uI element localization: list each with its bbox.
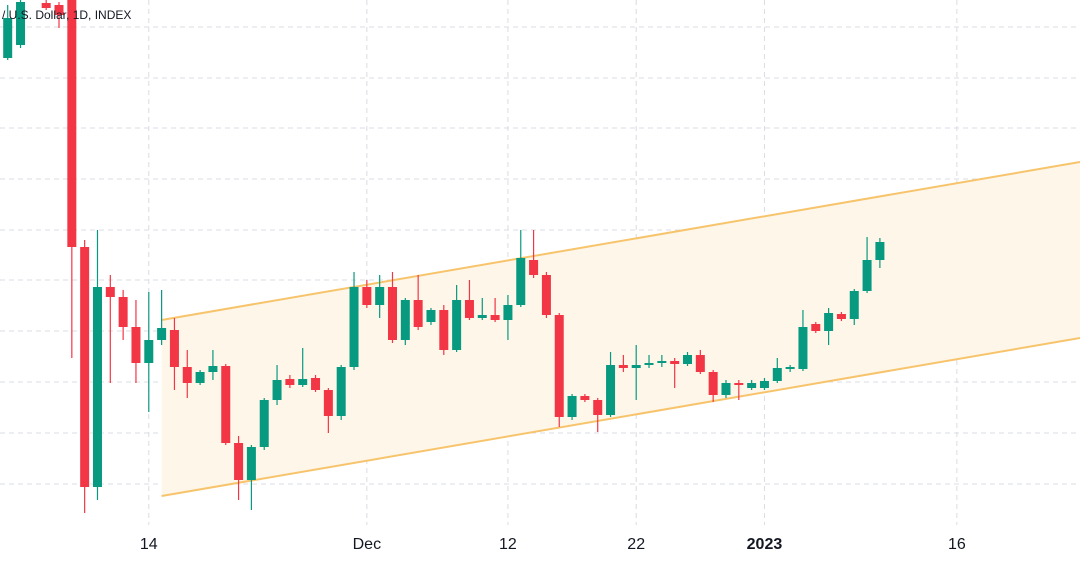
candle-body <box>298 379 308 385</box>
candle-body <box>516 258 526 305</box>
x-tick-label: Dec <box>353 536 381 553</box>
candle-body <box>182 367 192 383</box>
candle-body <box>606 365 616 415</box>
candle-body <box>92 287 102 487</box>
candle-body <box>272 380 282 400</box>
candle-body <box>708 372 718 395</box>
candle-body <box>195 372 205 383</box>
candle-body <box>759 381 769 388</box>
candle-body <box>683 355 693 364</box>
candle-body <box>695 355 705 372</box>
candle-body <box>734 383 744 385</box>
candle-body <box>631 365 641 368</box>
candle-body <box>259 400 269 447</box>
candle-body <box>375 287 385 305</box>
candle-body <box>285 379 295 385</box>
candle-body <box>439 310 449 350</box>
candle-body <box>657 361 667 363</box>
x-tick-label: 14 <box>140 536 158 553</box>
candle-body <box>785 367 795 369</box>
channel <box>161 161 1080 497</box>
candle-body <box>772 368 782 381</box>
candle-body <box>503 305 513 320</box>
candle-body <box>131 327 141 363</box>
candle-body <box>836 314 846 319</box>
candle-body <box>426 310 436 322</box>
candle-body <box>593 400 603 415</box>
candle-body <box>3 18 13 58</box>
candle-body <box>670 361 680 364</box>
candle-body <box>157 328 167 340</box>
candle-body <box>246 447 256 480</box>
candle-body <box>567 396 577 417</box>
x-tick-label: 16 <box>948 536 966 553</box>
candle-body <box>721 383 731 395</box>
x-tick-label: 12 <box>499 536 517 553</box>
candle-body <box>387 287 397 340</box>
candle-body <box>811 324 821 331</box>
candle-body <box>208 366 218 372</box>
candle-body <box>16 2 26 45</box>
candle-body <box>362 287 372 305</box>
candle-body <box>529 260 539 275</box>
candles <box>3 0 885 513</box>
candle-body <box>41 3 51 8</box>
candle-body <box>862 260 872 291</box>
candle-body <box>413 300 423 327</box>
candle-body <box>311 378 321 390</box>
candle-body <box>644 363 654 365</box>
candle-body <box>80 247 90 487</box>
candle-body <box>452 300 462 350</box>
candle-body <box>747 383 757 388</box>
candle-body <box>349 287 359 367</box>
candle-body <box>54 5 64 15</box>
candle-body <box>541 275 551 315</box>
candle-body <box>618 365 628 368</box>
chart-title: / U.S. Dollar, 1D, INDEX <box>2 8 131 22</box>
candle-body <box>477 315 487 318</box>
x-axis: 14 Dec 12 22 2023 16 <box>140 536 966 553</box>
candle-body <box>144 340 154 363</box>
candle-body <box>323 390 333 416</box>
channel-fill <box>161 162 1080 496</box>
candle-body <box>234 443 244 480</box>
candle-body <box>118 297 128 327</box>
candle-body <box>464 300 474 318</box>
candle-body <box>849 291 859 319</box>
channel-line <box>161 337 1080 497</box>
candle-body <box>105 287 115 297</box>
candle-body <box>824 313 834 331</box>
candle-body <box>336 367 346 416</box>
channel-line <box>161 161 1080 321</box>
candle-body <box>221 366 231 443</box>
candle-body <box>798 327 808 369</box>
x-tick-label: 22 <box>627 536 645 553</box>
candle-body <box>580 396 590 400</box>
candle-body <box>490 315 500 320</box>
candle-body <box>67 0 77 247</box>
candle-body <box>169 330 179 367</box>
candle-body <box>400 300 410 340</box>
x-tick-label: 2023 <box>747 536 783 553</box>
candle-body <box>875 242 885 260</box>
candle-body <box>554 315 564 417</box>
